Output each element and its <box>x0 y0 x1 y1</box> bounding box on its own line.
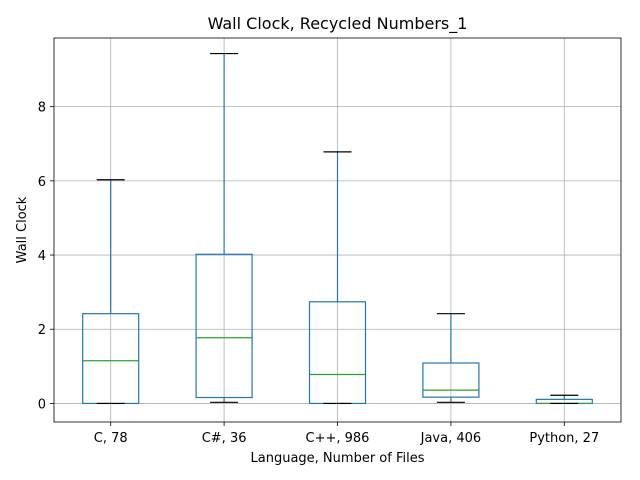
x-tick-label: C, 78 <box>94 431 128 446</box>
box-group <box>535 394 593 405</box>
y-tick-label: 2 <box>38 323 46 338</box>
y-tick-label: 4 <box>38 249 46 264</box>
y-tick-label: 8 <box>38 101 46 116</box>
x-tick-label: Java, 406 <box>420 431 482 446</box>
box-group <box>308 151 367 405</box>
x-tick-label: C++, 986 <box>306 431 370 446</box>
box-group <box>422 313 480 403</box>
chart-title: Wall Clock, Recycled Numbers_1 <box>208 14 468 34</box>
x-axis-label: Language, Number of Files <box>251 451 425 466</box>
axis-ticks: 0 2 4 6 8 C, 78 C#, 36 C++, 986 Java, 406 Python,… <box>38 101 600 446</box>
x-tick-label: C#, 36 <box>202 431 247 446</box>
box-series <box>82 52 593 405</box>
y-tick-label: 0 <box>38 397 46 412</box>
iqr-box <box>422 362 480 398</box>
y-tick-label: 6 <box>38 175 46 190</box>
x-tick-label: Python, 27 <box>529 431 599 446</box>
box-group <box>82 179 140 405</box>
y-axis-label: Wall Clock <box>15 196 30 263</box>
box-group <box>195 52 253 403</box>
iqr-box <box>195 253 253 399</box>
